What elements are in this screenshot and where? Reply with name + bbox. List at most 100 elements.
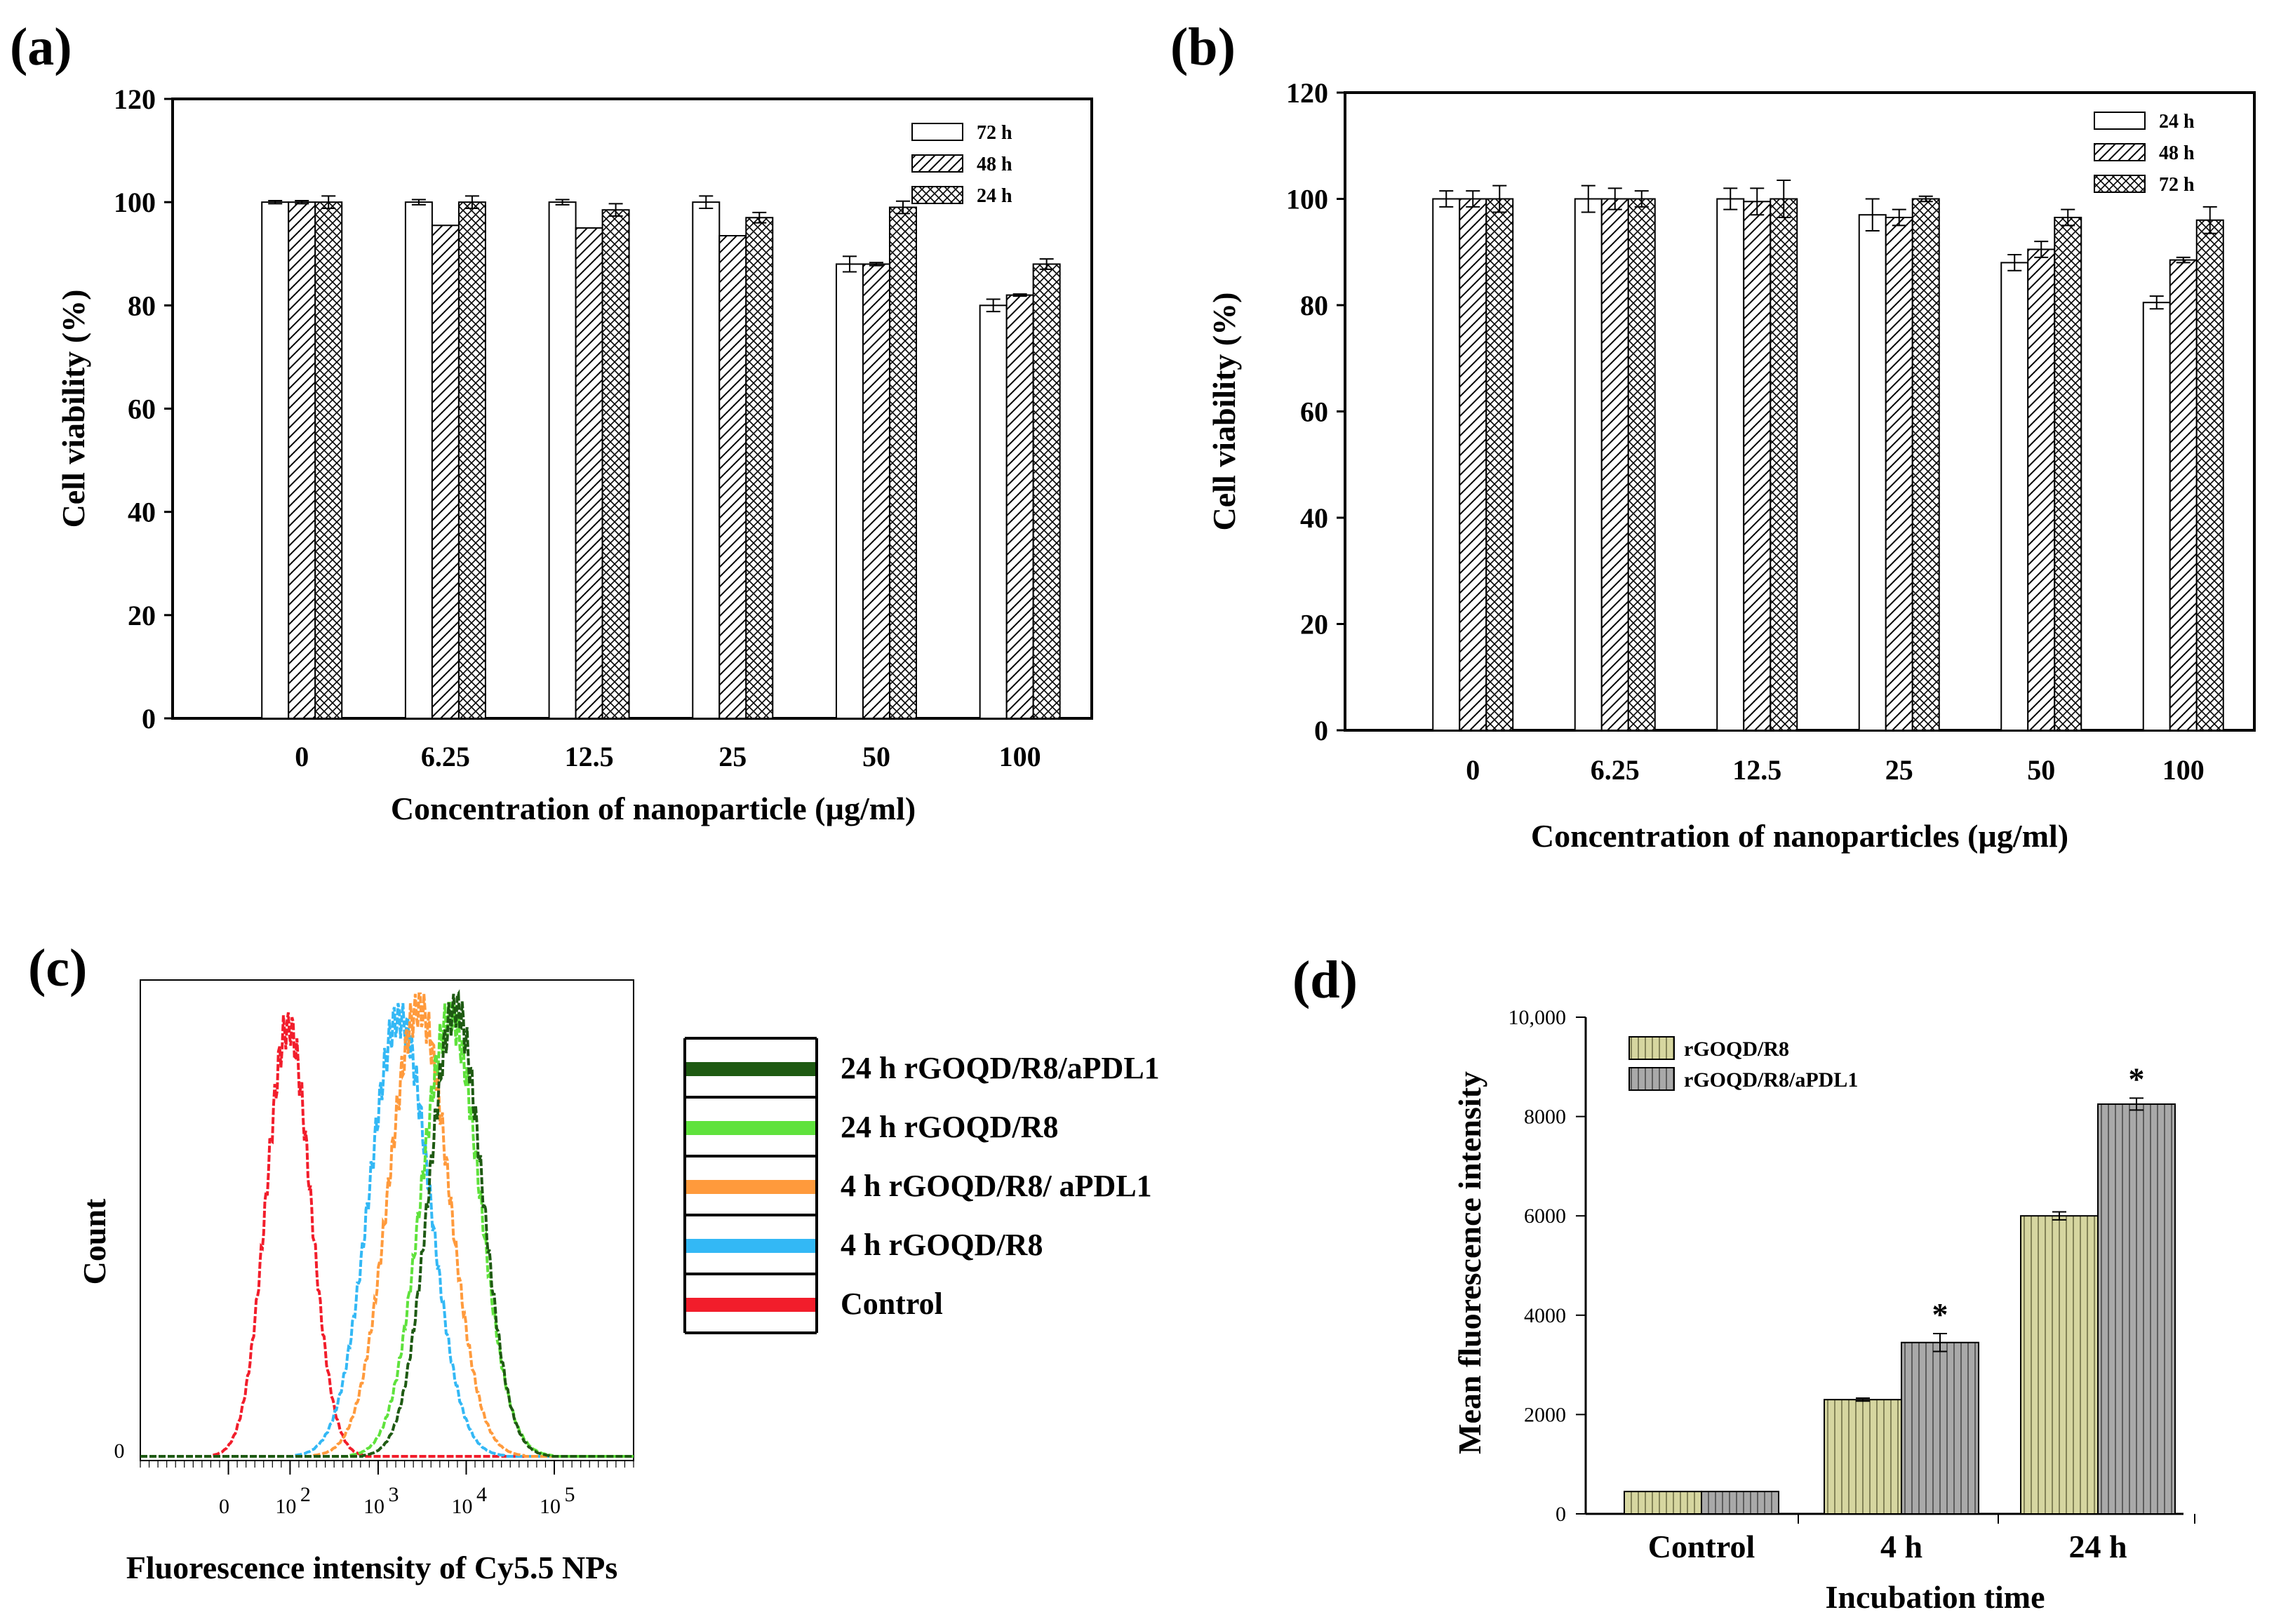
bar-rGOQDR8aPDL1-Control	[1701, 1491, 1779, 1515]
y-tick-label: 80	[1300, 290, 1328, 321]
y-tick-label: 80	[128, 290, 156, 321]
legend-label: 4 h rGOQD/R8/ aPDL1	[841, 1169, 1152, 1203]
bar-72h-6.25	[404, 201, 433, 719]
panel-label-a: (a)	[10, 18, 72, 76]
x-tick-label: 4 h	[1880, 1529, 1922, 1564]
bar-48h-50	[2027, 248, 2056, 731]
x-axis-title: Concentration of nanoparticle (µg/ml)	[391, 791, 916, 826]
legend-swatch	[685, 1239, 817, 1253]
bar-48h-0	[1459, 198, 1487, 731]
x-tick-label: 12.5	[565, 741, 614, 772]
bar-48h-100	[2169, 259, 2198, 731]
y-tick-label: 6000	[1524, 1204, 1566, 1228]
legend-label: rGOQD/R8/aPDL1	[1684, 1068, 1858, 1092]
bar-24h-6.25	[457, 201, 486, 719]
x-tick-label: 25	[1885, 754, 1913, 786]
y-tick-label: 10,000	[1509, 1006, 1567, 1029]
x-axis-title: Fluorescence intensity of Cy5.5 NPs	[126, 1550, 618, 1585]
legend-swatch	[685, 1121, 817, 1135]
x-tick-exponent: 4	[476, 1483, 487, 1506]
legend-swatch	[2094, 175, 2146, 193]
bar-48h-25	[718, 234, 747, 719]
x-tick-label: 10	[275, 1495, 296, 1518]
bar-rGOQDR8aPDL1-24h	[2097, 1103, 2176, 1515]
bar-24h-25	[1858, 214, 1887, 732]
y-axis-title: Cell viability (%)	[55, 290, 91, 528]
bar-72h-50	[835, 263, 864, 719]
y-tick-label: 120	[114, 83, 156, 115]
bar-72h-100	[979, 304, 1008, 720]
histogram-4hrGOQDR8	[140, 1002, 634, 1458]
y-tick-label: 8000	[1524, 1106, 1566, 1129]
bar-24h-0	[1432, 198, 1461, 731]
bar-72h-100	[2195, 219, 2224, 731]
bar-rGOQDR8-4h	[1824, 1399, 1902, 1515]
x-axis-title: Concentration of nanoparticles (µg/ml)	[1531, 818, 2068, 854]
legend-swatch	[911, 123, 963, 141]
x-axis-title: Incubation time	[1825, 1579, 2045, 1615]
bar-72h-25	[692, 201, 721, 719]
bar-48h-25	[1885, 217, 1913, 731]
y-tick-label: 120	[1286, 77, 1328, 109]
histogram-Control	[140, 1012, 634, 1458]
legend-swatch	[1628, 1036, 1675, 1060]
legend-label: 48 h	[2159, 142, 2195, 164]
y-tick-label: 60	[128, 394, 156, 425]
legend-label: 48 h	[977, 154, 1012, 175]
bar-24h-12.5	[601, 209, 630, 719]
bar-72h-6.25	[1627, 198, 1656, 731]
bar-24h-100	[2142, 302, 2171, 731]
legend-swatch	[911, 186, 963, 204]
bar-rGOQDR8aPDL1-4h	[1901, 1341, 1979, 1515]
x-tick-label: 0	[295, 741, 309, 772]
y-axis-title: Mean fluorescence intensity	[1452, 1071, 1487, 1454]
histogram-24hrGOQDR8aPDL1	[140, 989, 634, 1458]
x-tick-label: 6.25	[1591, 754, 1640, 786]
x-tick-exponent: 2	[300, 1483, 311, 1506]
x-tick-label: 10	[540, 1495, 561, 1518]
x-tick-label: 0	[219, 1495, 229, 1518]
bar-48h-12.5	[575, 227, 603, 720]
chart-a: 0 20 40 60 80 100 120 0 6.25 12.5 25 50 100 Concentra…	[55, 83, 1093, 826]
y-tick-label: 20	[1300, 609, 1328, 640]
bar-72h-0	[261, 201, 290, 719]
bar-rGOQDR8-24h	[2020, 1215, 2099, 1515]
x-tick-label: 12.5	[1732, 754, 1781, 786]
y-axis-title: Count	[76, 1198, 112, 1284]
x-tick-exponent: 3	[388, 1483, 399, 1506]
significance-marker: *	[1932, 1296, 1948, 1332]
y-tick-label: 40	[1300, 502, 1328, 534]
x-tick-label: 10	[363, 1495, 384, 1518]
legend-swatch	[1628, 1067, 1675, 1091]
bar-48h-6.25	[1600, 198, 1629, 731]
bar-48h-50	[862, 263, 890, 719]
x-tick-exponent: 5	[565, 1483, 575, 1506]
x-tick-label: 100	[999, 741, 1041, 772]
legend-label: 4 h rGOQD/R8	[841, 1228, 1043, 1262]
legend-swatch	[2094, 143, 2146, 161]
legend-swatch	[685, 1298, 817, 1312]
x-tick-label: 6.25	[421, 741, 470, 772]
panel-label-d: (d)	[1292, 951, 1358, 1009]
y-tick-label: 0	[1314, 715, 1328, 746]
bar-72h-12.5	[1770, 198, 1798, 731]
bar-24h-100	[1032, 263, 1061, 719]
bar-72h-50	[2054, 217, 2082, 731]
legend-swatch	[685, 1180, 817, 1194]
legend-label: 24 h rGOQD/R8	[841, 1110, 1058, 1144]
x-tick-label: 100	[2162, 754, 2205, 786]
legend-label: rGOQD/R8	[1684, 1038, 1789, 1061]
x-tick-label: 25	[718, 741, 747, 772]
panel-label-b: (b)	[1170, 18, 1236, 76]
legend-swatch	[685, 1062, 817, 1076]
y-tick-label: 100	[114, 187, 156, 218]
bar-24h-6.25	[1574, 198, 1603, 731]
bar-24h-0	[314, 201, 343, 719]
legend-label: 24 h	[977, 185, 1012, 207]
chart-b: 0 20 40 60 80 100 120 0 6.25 12.5 25 50 100 Concentra…	[1206, 77, 2256, 854]
bar-24h-50	[2000, 262, 2029, 731]
y-tick-label: 40	[128, 497, 156, 528]
x-tick-label: Control	[1648, 1529, 1755, 1564]
y-tick-label: 0	[1556, 1503, 1566, 1526]
